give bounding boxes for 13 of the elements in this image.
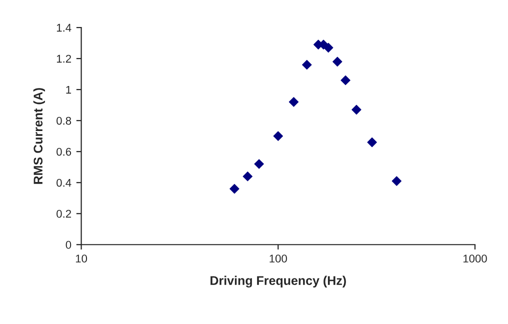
y-tick-label: 0.4 [56, 178, 72, 187]
y-tick-label: 1.2 [56, 54, 71, 63]
y-tick-label: 0.2 [56, 210, 71, 218]
y-axis-title: RMS Current (A) [33, 88, 45, 184]
y-tick-label: 1 [66, 86, 72, 94]
x-axis-title: Driving Frequency (Hz) [210, 276, 346, 288]
y-tick-label: 1.4 [56, 24, 72, 32]
x-tick-label: 100 [270, 254, 287, 263]
y-tick-label: 0 [66, 240, 72, 249]
x-tick-label: 10 [76, 254, 88, 263]
x-tick-label: 1000 [463, 254, 487, 263]
y-tick-label: 0.8 [56, 116, 72, 125]
y-tick-label: 0.6 [56, 148, 72, 156]
